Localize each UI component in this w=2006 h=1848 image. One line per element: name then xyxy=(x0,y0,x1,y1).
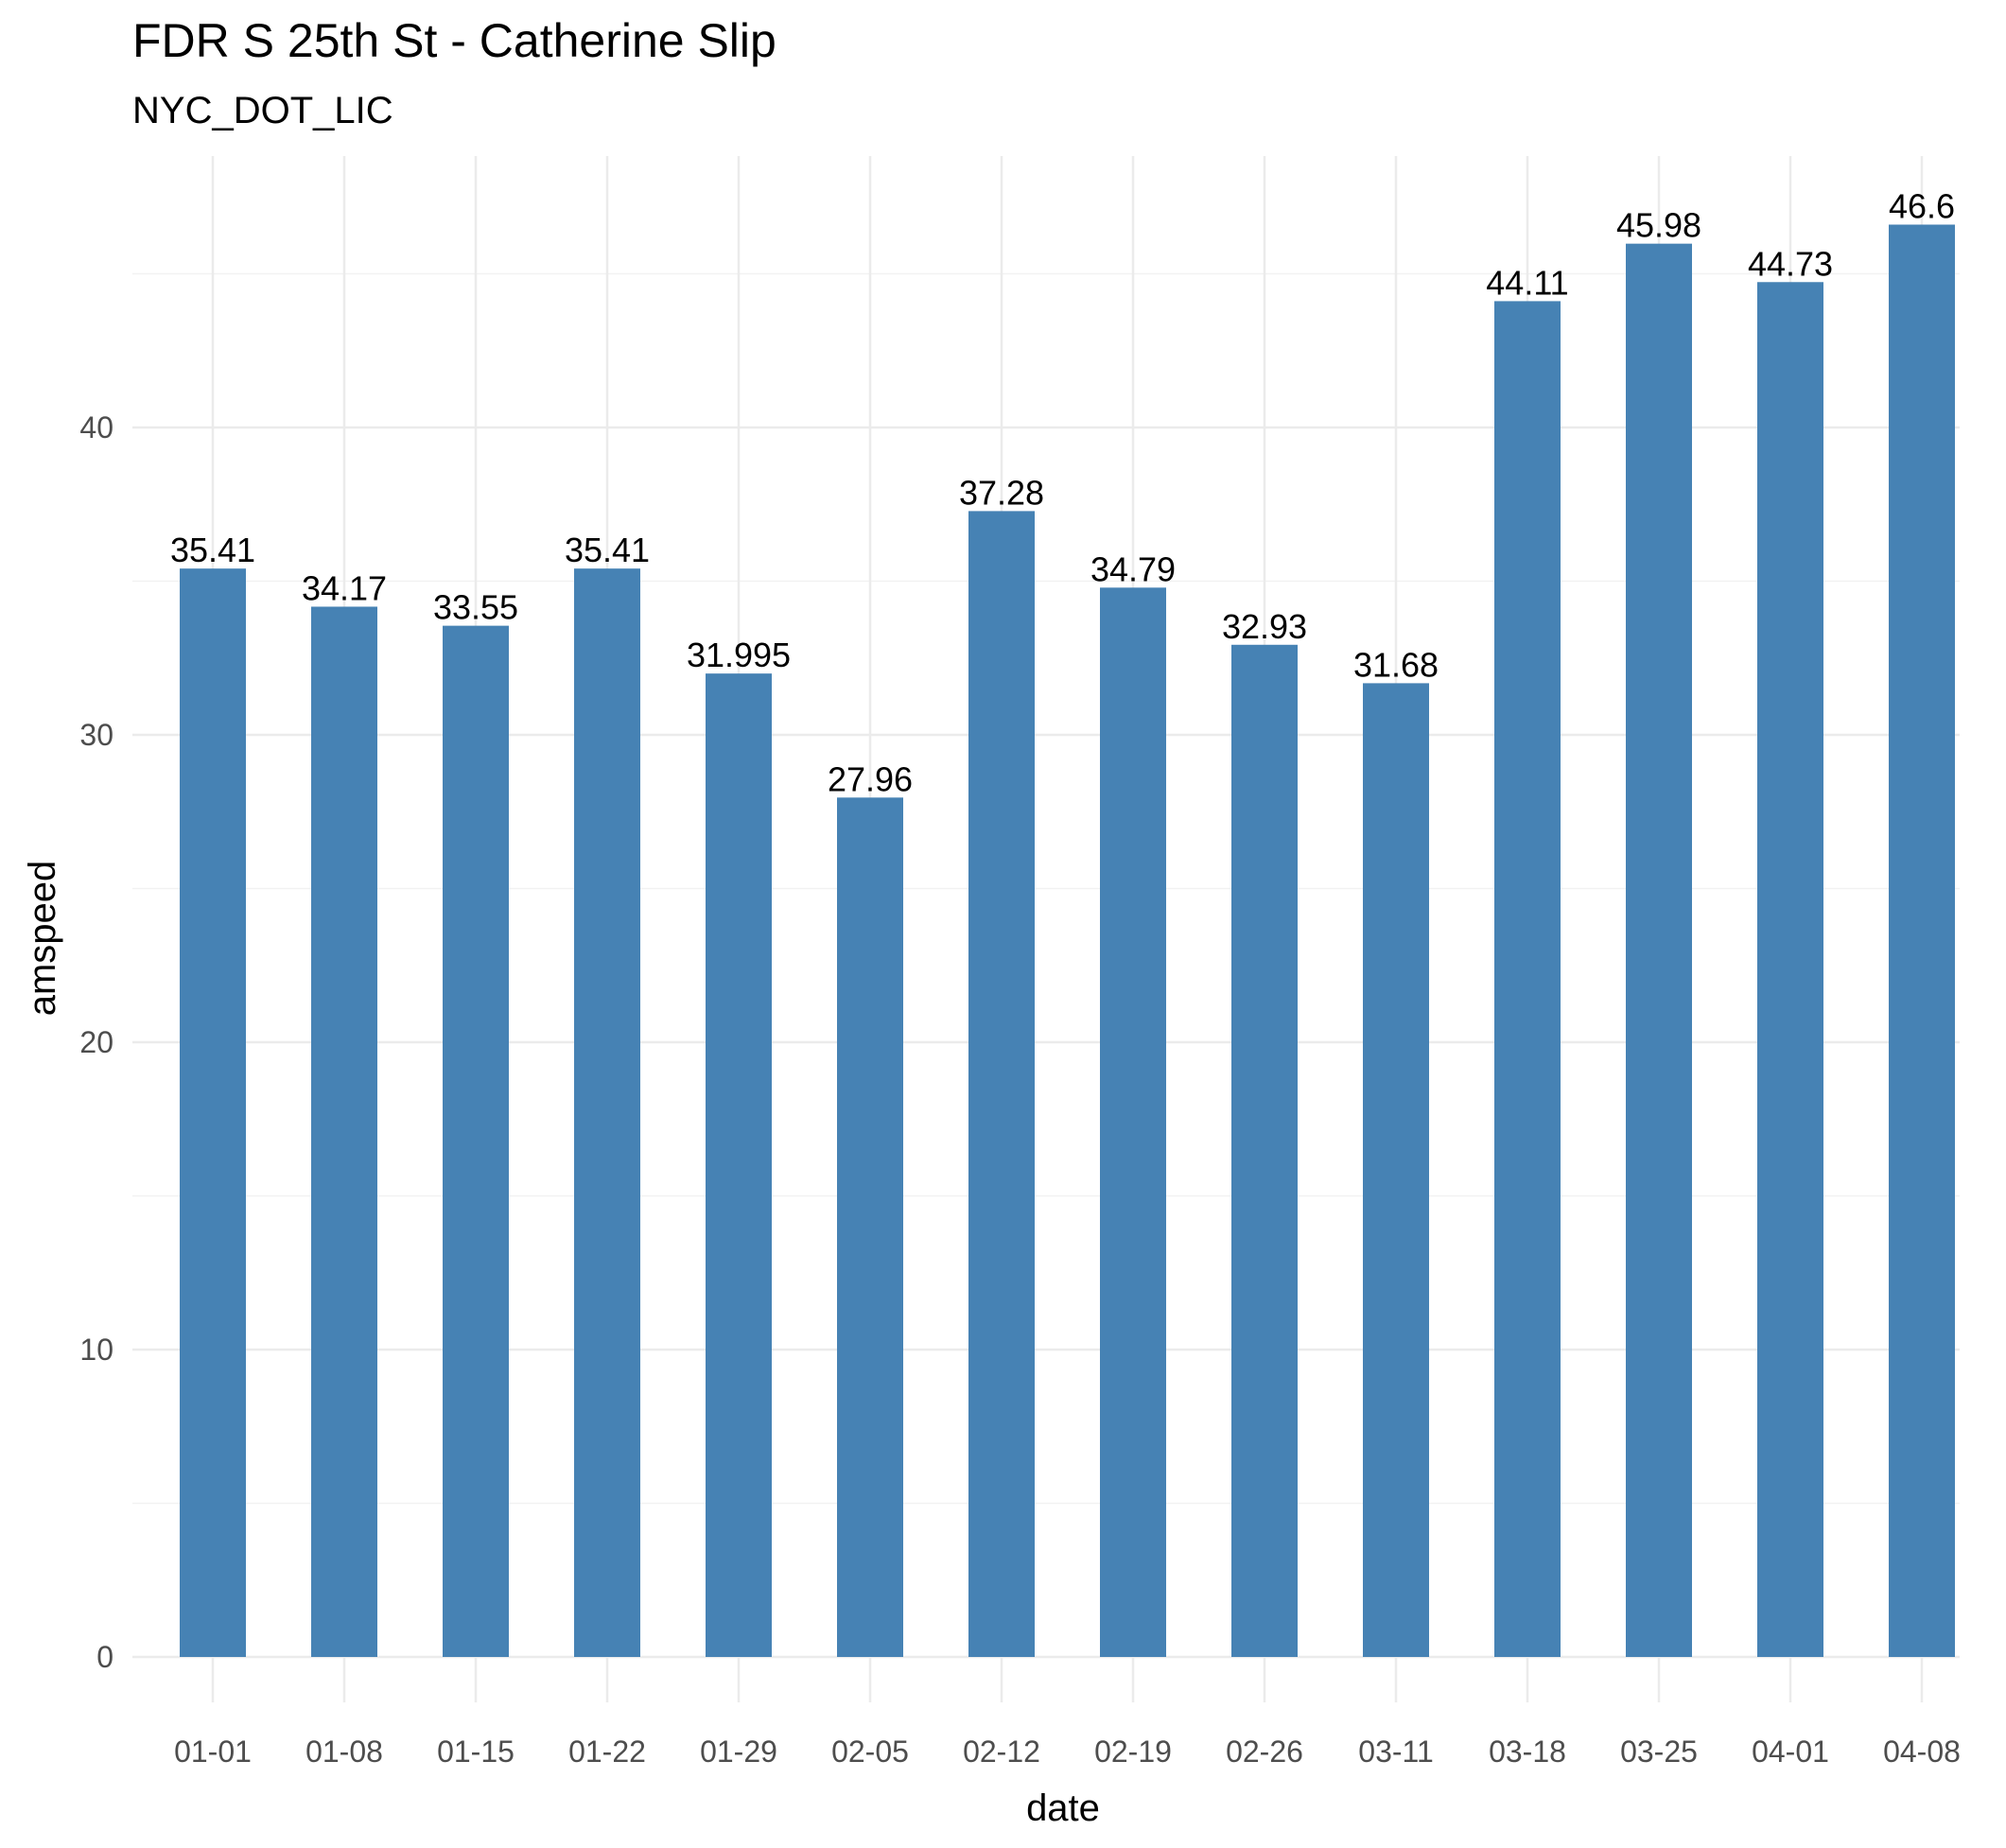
x-tick-label: 02-05 xyxy=(831,1735,909,1769)
y-tick-label: 20 xyxy=(79,1025,113,1059)
x-tick-label: 01-08 xyxy=(305,1735,383,1769)
value-label-layer: 35.41 34.17 33.55 35.41 31.995 27.96 37.28 34.7… xyxy=(170,187,1955,799)
bar xyxy=(837,797,903,1657)
bar-value-label: 45.98 xyxy=(1616,206,1701,245)
bar-value-label: 44.11 xyxy=(1486,263,1568,302)
bar xyxy=(1100,587,1166,1658)
x-tick-label: 01-15 xyxy=(437,1735,515,1769)
x-tick-label: 02-26 xyxy=(1226,1735,1303,1769)
bar xyxy=(1494,301,1561,1657)
bar xyxy=(1231,644,1298,1657)
bar xyxy=(443,625,509,1657)
axis-layer: 0 10 20 30 40 01-01 01-08 01-15 01-22 01-29 02-05 0… xyxy=(79,410,1961,1769)
y-tick-label: 10 xyxy=(79,1333,113,1367)
x-tick-label: 04-01 xyxy=(1752,1735,1829,1769)
bar-layer xyxy=(180,224,1955,1658)
bar xyxy=(1757,282,1823,1657)
bar-value-label: 33.55 xyxy=(433,588,518,627)
bar xyxy=(1889,224,1955,1657)
x-axis-title: date xyxy=(1026,1787,1100,1829)
bar-value-label: 35.41 xyxy=(170,531,255,569)
bar xyxy=(968,511,1035,1657)
bar-value-label: 34.79 xyxy=(1090,549,1176,588)
y-tick-label: 40 xyxy=(79,410,113,445)
bar xyxy=(1626,243,1692,1657)
bar-value-label: 31.68 xyxy=(1353,645,1439,684)
y-tick-label: 0 xyxy=(96,1640,113,1674)
bar-value-label: 34.17 xyxy=(302,568,387,607)
x-tick-label: 02-12 xyxy=(963,1735,1040,1769)
bar xyxy=(311,606,377,1657)
chart-subtitle: NYC_DOT_LIC xyxy=(132,90,393,131)
bar-value-label: 46.6 xyxy=(1889,187,1955,226)
x-tick-label: 01-29 xyxy=(700,1735,777,1769)
bar xyxy=(180,568,246,1657)
bar-value-label: 37.28 xyxy=(959,473,1044,512)
bar-value-label: 32.93 xyxy=(1222,607,1307,646)
x-tick-label: 03-25 xyxy=(1620,1735,1698,1769)
bar-value-label: 31.995 xyxy=(687,636,791,674)
bar-value-label: 35.41 xyxy=(565,531,650,569)
x-tick-label: 03-18 xyxy=(1489,1735,1566,1769)
y-tick-label: 30 xyxy=(79,718,113,752)
bar xyxy=(706,673,772,1657)
bar-value-label: 44.73 xyxy=(1748,244,1833,283)
y-axis-title: amspeed xyxy=(22,861,63,1017)
x-tick-label: 03-11 xyxy=(1358,1735,1433,1769)
x-tick-label: 01-22 xyxy=(568,1735,646,1769)
chart-title: FDR S 25th St - Catherine Slip xyxy=(132,14,776,67)
x-tick-label: 01-01 xyxy=(174,1735,252,1769)
bar xyxy=(574,568,640,1657)
bar xyxy=(1363,683,1429,1657)
x-tick-label: 04-08 xyxy=(1883,1735,1961,1769)
bar-value-label: 27.96 xyxy=(828,759,913,798)
x-tick-label: 02-19 xyxy=(1094,1735,1172,1769)
